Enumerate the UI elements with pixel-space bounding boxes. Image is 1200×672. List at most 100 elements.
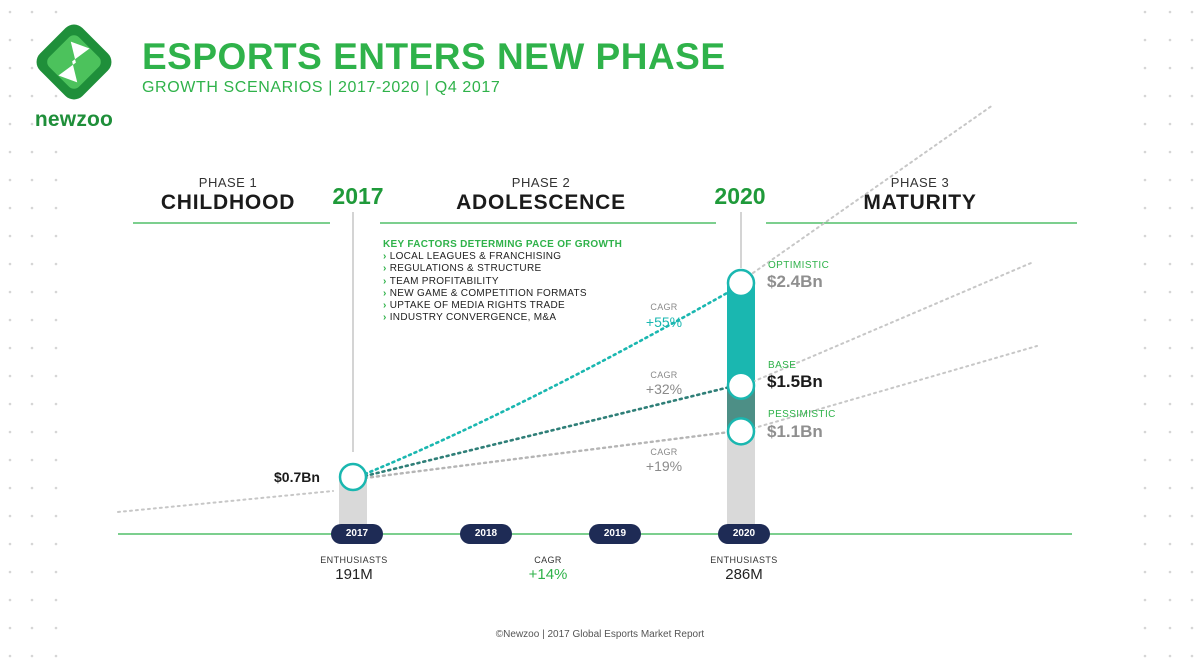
decor-dot (54, 626, 58, 630)
pessimistic-label: PESSIMISTIC (768, 409, 836, 420)
decor-dot (1143, 430, 1147, 434)
start-point-marker (338, 462, 368, 492)
decor-dot (1190, 234, 1194, 238)
decor-dot (1143, 514, 1147, 518)
decor-dot (1168, 402, 1172, 406)
decor-dot (54, 262, 58, 266)
decor-dot (8, 10, 12, 14)
decor-dot (1168, 206, 1172, 210)
decor-dot (8, 486, 12, 490)
decor-dot (1143, 458, 1147, 462)
decor-dot (1143, 178, 1147, 182)
decor-dot (1168, 346, 1172, 350)
decor-dot (1168, 486, 1172, 490)
decor-dot (1190, 514, 1194, 518)
decor-dot (1190, 486, 1194, 490)
decor-dot (30, 570, 34, 574)
base-cagr-label: CAGR (650, 370, 678, 380)
decor-dot (1143, 346, 1147, 350)
decor-dot (30, 38, 34, 42)
decor-dot (54, 458, 58, 462)
decor-dot (1143, 318, 1147, 322)
decor-dot (30, 458, 34, 462)
decor-dot (8, 150, 12, 154)
decor-dot (54, 542, 58, 546)
decor-dot (8, 402, 12, 406)
key-factors-heading: KEY FACTORS DETERMING PACE OF GROWTH (383, 239, 623, 250)
year-pill-2019: 2019 (589, 524, 641, 544)
decor-dot (1190, 94, 1194, 98)
decor-dot (1168, 430, 1172, 434)
phase-1-number: PHASE 1 (198, 175, 258, 190)
decor-dot (30, 626, 34, 630)
decor-dot (30, 122, 34, 126)
decor-dot (1168, 626, 1172, 630)
decor-dot (1168, 318, 1172, 322)
decor-dot (8, 178, 12, 182)
decor-dot (8, 290, 12, 294)
decor-dot (1168, 178, 1172, 182)
decor-dot (30, 346, 34, 350)
optimistic-value: $2.4Bn (767, 272, 823, 291)
decor-dot (1190, 458, 1194, 462)
decor-dot (1143, 234, 1147, 238)
pessimistic-cagr-label: CAGR (650, 447, 678, 457)
decor-dot (1143, 486, 1147, 490)
year-2020-heading: 2020 (714, 183, 766, 209)
pessimistic-value: $1.1Bn (767, 422, 823, 441)
key-factor-item: TEAM PROFITABILITY (383, 276, 622, 288)
phase-3-number: PHASE 3 (890, 175, 950, 190)
decor-dot (8, 654, 12, 658)
base-label: BASE (768, 360, 797, 371)
optimistic-point-marker (726, 268, 756, 298)
decor-dot (30, 178, 34, 182)
key-factor-item: UPTAKE OF MEDIA RIGHTS TRADE (383, 300, 622, 312)
decor-dot (1143, 626, 1147, 630)
decor-dot (1143, 598, 1147, 602)
decor-dot (1190, 402, 1194, 406)
pessimistic-line (363, 431, 729, 480)
decor-dot (1143, 38, 1147, 42)
decor-dot (30, 542, 34, 546)
base-point-marker (726, 371, 756, 400)
decor-dot (54, 486, 58, 490)
page-title: ESPORTS ENTERS NEW PHASE (142, 36, 726, 77)
decor-dot (1190, 626, 1194, 630)
pessimistic-extension (752, 345, 1038, 430)
decor-dot (1190, 430, 1194, 434)
key-factor-item: REGULATIONS & STRUCTURE (383, 263, 622, 275)
decor-dot (1190, 66, 1194, 70)
decor-dot (1190, 570, 1194, 574)
decor-dot (8, 374, 12, 378)
decor-dot (1190, 374, 1194, 378)
decor-dot (1168, 598, 1172, 602)
decor-dot (1190, 542, 1194, 546)
decor-dot (30, 514, 34, 518)
decor-dot (54, 430, 58, 434)
decor-dot (1190, 654, 1194, 658)
decor-dot (8, 598, 12, 602)
pessimistic-cagr-value: +19% (645, 458, 683, 474)
decor-dot (30, 262, 34, 266)
decor-dot (1190, 598, 1194, 602)
decor-dot (8, 234, 12, 238)
phase-1-name: CHILDHOOD (160, 191, 296, 214)
decor-dot (30, 318, 34, 322)
decor-dot (8, 458, 12, 462)
decor-dot (54, 346, 58, 350)
decor-dot (30, 654, 34, 658)
decor-dot (1168, 94, 1172, 98)
decor-dot (54, 10, 58, 14)
decor-dot (8, 430, 12, 434)
decor-dot (1143, 66, 1147, 70)
base-line (363, 386, 729, 478)
decor-dot (8, 542, 12, 546)
base-cagr-value: +32% (645, 381, 683, 397)
decor-dot (8, 318, 12, 322)
decor-dot (30, 206, 34, 210)
enthusiasts-2017-label: ENTHUSIASTS (320, 555, 388, 565)
phase-3-name: MATURITY (863, 191, 977, 214)
decor-dot (30, 66, 34, 70)
optimistic-extension (752, 104, 994, 274)
